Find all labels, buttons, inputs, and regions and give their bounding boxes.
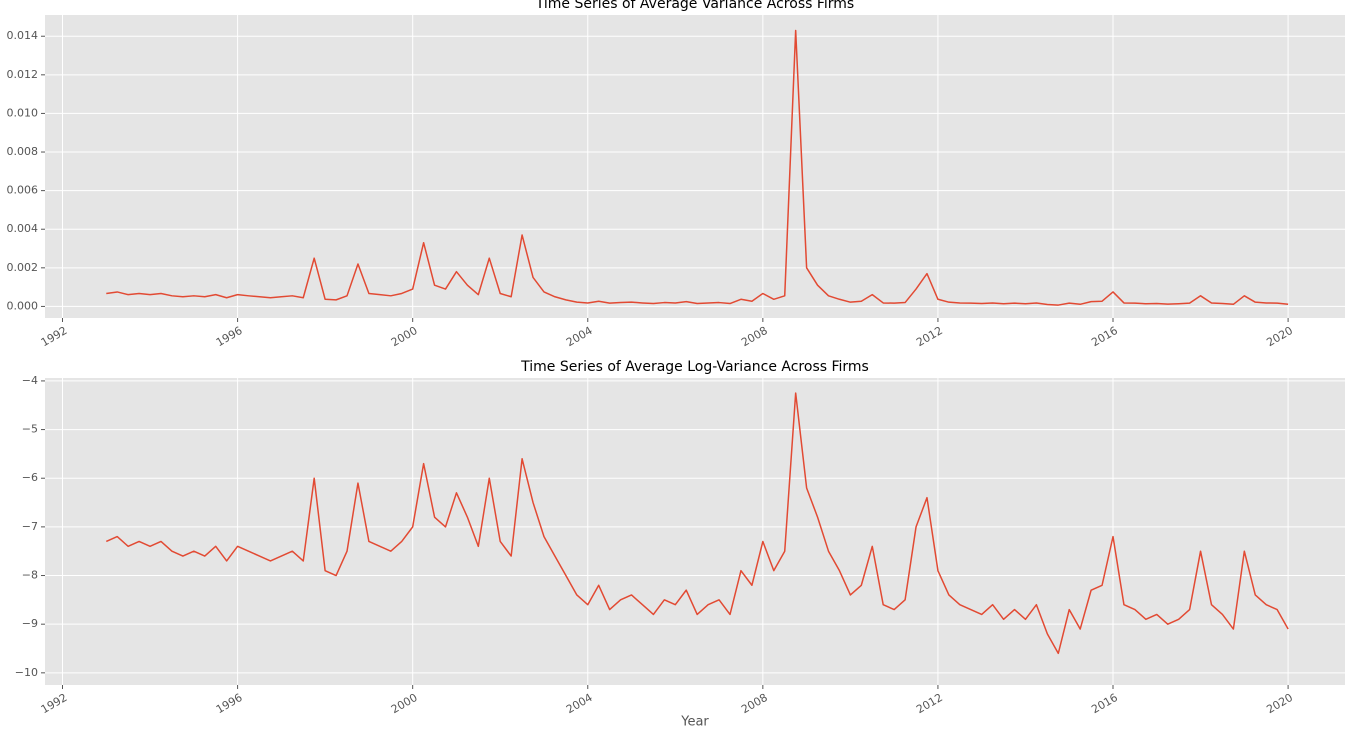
y-tick-label: −10: [15, 666, 38, 679]
y-tick-label: −4: [22, 374, 38, 387]
plot-area: [45, 15, 1345, 318]
y-tick-label: 0.010: [7, 106, 39, 119]
y-tick-label: 0.002: [7, 261, 39, 274]
x-tick-label: 1992: [39, 691, 70, 716]
series-line: [106, 29, 1289, 306]
x-tick-label: 2012: [914, 691, 945, 716]
x-tick-label: 1996: [214, 324, 245, 349]
y-tick-label: 0.004: [7, 222, 39, 235]
x-tick-label: 2004: [564, 324, 595, 349]
x-tick-label: 2000: [389, 324, 420, 349]
x-axis-label: Year: [680, 715, 709, 730]
x-tick-label: 2020: [1264, 324, 1295, 349]
x-tick-label: 2000: [389, 691, 420, 716]
chart-title: Time Series of Average Log-Variance Acro…: [520, 359, 869, 375]
y-tick-label: 0.000: [7, 299, 39, 312]
chart-title: Time Series of Average Variance Across F…: [535, 0, 854, 12]
x-tick-label: 2016: [1089, 691, 1120, 716]
y-tick-label: −7: [22, 520, 38, 533]
x-tick-label: 1996: [214, 691, 245, 716]
x-tick-label: 2012: [914, 324, 945, 349]
x-tick-label: 2008: [739, 691, 770, 716]
x-tick-label: 1992: [39, 324, 70, 349]
y-tick-label: −8: [22, 569, 38, 582]
y-tick-label: −9: [22, 617, 38, 630]
y-tick-label: 0.008: [7, 145, 39, 158]
series-line: [105, 392, 1289, 655]
y-tick-label: 0.012: [7, 68, 39, 81]
x-tick-label: 2016: [1089, 324, 1120, 349]
x-tick-label: 2020: [1264, 691, 1295, 716]
x-tick-label: 2004: [564, 691, 595, 716]
y-tick-label: −5: [22, 423, 38, 436]
y-tick-label: 0.014: [7, 29, 39, 42]
y-tick-label: −6: [22, 471, 38, 484]
x-tick-label: 2008: [739, 324, 770, 349]
y-tick-label: 0.006: [7, 184, 39, 197]
plot-area: [45, 378, 1345, 685]
